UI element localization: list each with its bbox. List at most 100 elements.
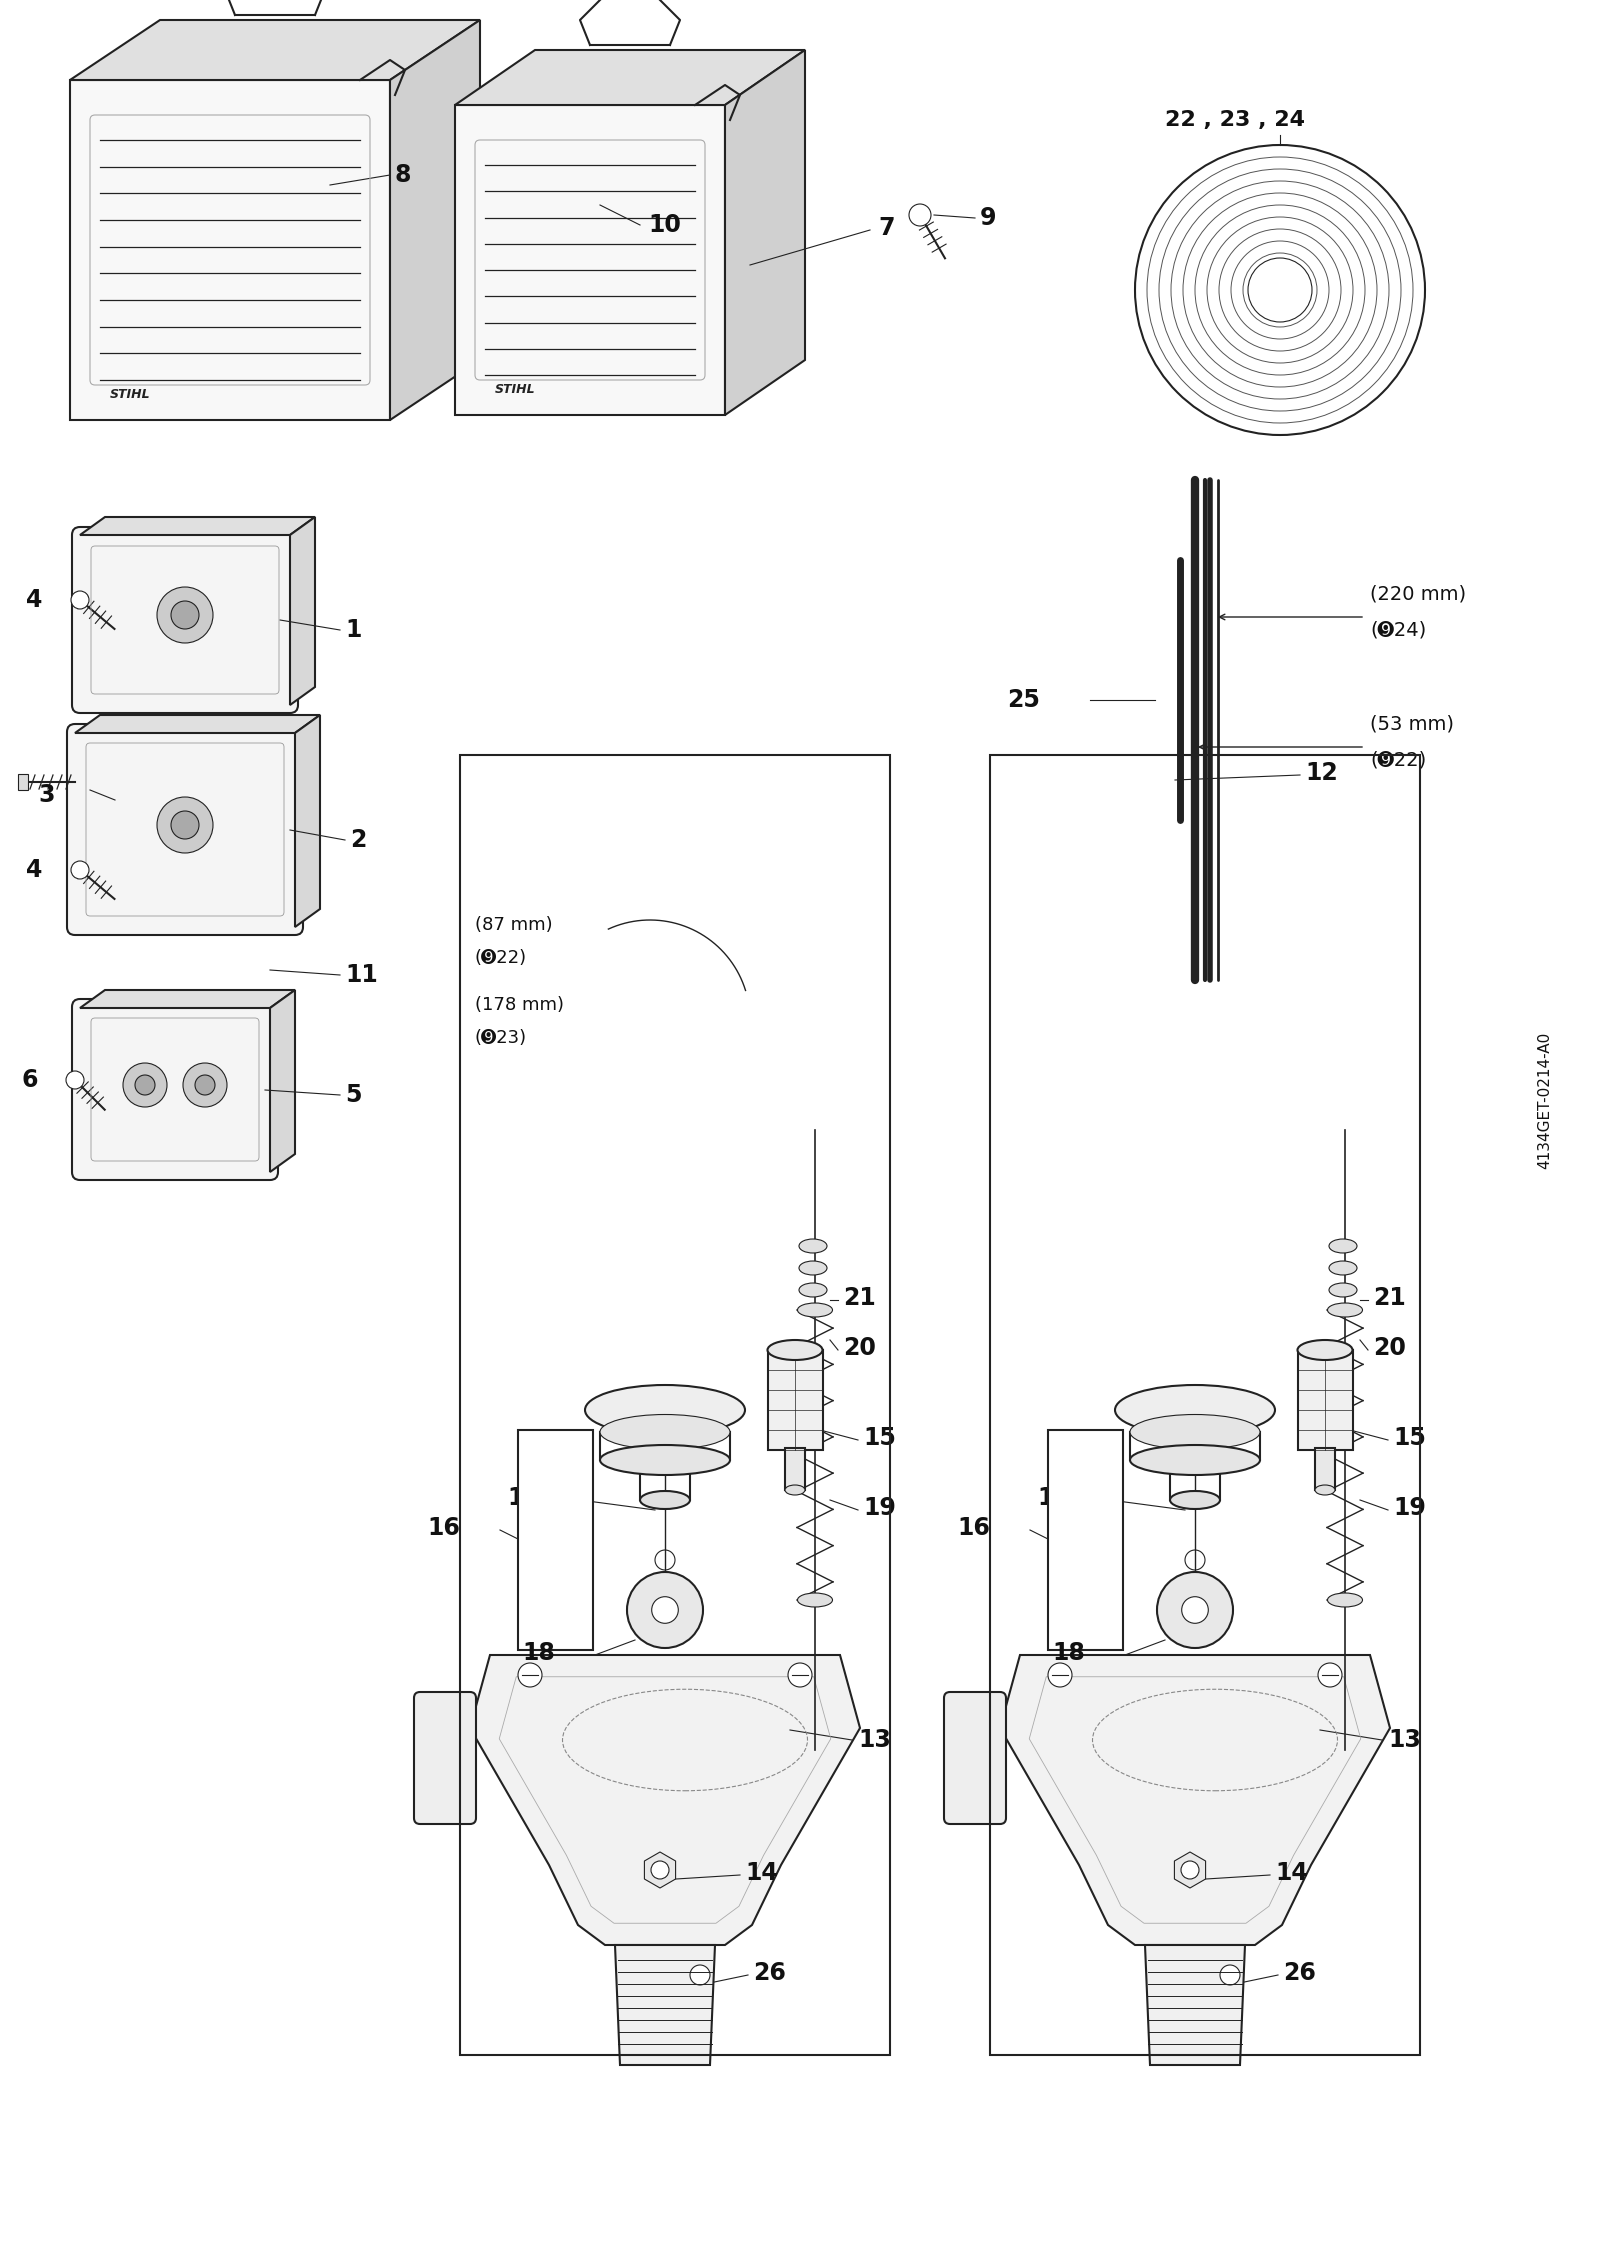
Circle shape xyxy=(157,796,213,853)
Text: 8: 8 xyxy=(395,163,411,188)
Polygon shape xyxy=(294,715,320,927)
Circle shape xyxy=(627,1572,702,1649)
Text: STIHL: STIHL xyxy=(110,389,150,400)
Circle shape xyxy=(66,1070,83,1088)
Ellipse shape xyxy=(798,1240,827,1253)
Circle shape xyxy=(1134,145,1426,434)
Ellipse shape xyxy=(586,1384,746,1434)
Polygon shape xyxy=(1146,1945,1245,2065)
Circle shape xyxy=(182,1063,227,1106)
Polygon shape xyxy=(1174,1853,1205,1889)
Polygon shape xyxy=(18,774,29,789)
Circle shape xyxy=(123,1063,166,1106)
Ellipse shape xyxy=(786,1484,805,1495)
Text: 18: 18 xyxy=(522,1640,555,1665)
Circle shape xyxy=(518,1663,542,1687)
Ellipse shape xyxy=(1170,1491,1221,1509)
Circle shape xyxy=(1157,1572,1234,1649)
Circle shape xyxy=(1181,1862,1198,1880)
Circle shape xyxy=(651,1597,678,1624)
FancyBboxPatch shape xyxy=(944,1692,1006,1823)
Polygon shape xyxy=(454,50,805,104)
Text: 2: 2 xyxy=(350,828,366,853)
Text: 13: 13 xyxy=(1389,1728,1421,1753)
Ellipse shape xyxy=(600,1414,730,1450)
Circle shape xyxy=(690,1966,710,1986)
Polygon shape xyxy=(270,991,294,1172)
Text: 17: 17 xyxy=(1037,1486,1070,1511)
Ellipse shape xyxy=(1298,1339,1352,1359)
Text: 4: 4 xyxy=(26,857,42,882)
Polygon shape xyxy=(645,1853,675,1889)
Text: 5: 5 xyxy=(346,1083,362,1106)
Circle shape xyxy=(157,588,213,642)
Text: 19: 19 xyxy=(862,1495,896,1520)
Circle shape xyxy=(134,1074,155,1095)
Ellipse shape xyxy=(1328,1303,1363,1316)
Text: 7: 7 xyxy=(878,215,894,240)
Text: 17: 17 xyxy=(507,1486,541,1511)
Text: 26: 26 xyxy=(1283,1961,1315,1986)
Ellipse shape xyxy=(798,1283,827,1296)
Text: 19: 19 xyxy=(1394,1495,1426,1520)
Text: 20: 20 xyxy=(843,1337,875,1359)
Text: 21: 21 xyxy=(843,1287,875,1310)
Circle shape xyxy=(1048,1663,1072,1687)
Bar xyxy=(990,756,1421,2054)
Text: (178 mm): (178 mm) xyxy=(475,995,563,1013)
Circle shape xyxy=(909,204,931,226)
Text: 16: 16 xyxy=(427,1516,461,1540)
Text: (53 mm): (53 mm) xyxy=(1370,715,1454,733)
Text: (➒24): (➒24) xyxy=(1370,620,1426,638)
Ellipse shape xyxy=(1315,1484,1334,1495)
Text: 9: 9 xyxy=(979,206,997,231)
Text: 4134GET-0214-A0: 4134GET-0214-A0 xyxy=(1538,1031,1552,1169)
Text: 4: 4 xyxy=(26,588,42,613)
Circle shape xyxy=(1248,258,1312,321)
Text: 14: 14 xyxy=(746,1862,778,1884)
Text: (➒23): (➒23) xyxy=(475,1029,526,1047)
Circle shape xyxy=(171,602,198,629)
Text: 21: 21 xyxy=(1373,1287,1406,1310)
Text: 15: 15 xyxy=(1394,1425,1426,1450)
Circle shape xyxy=(70,862,90,880)
Text: STIHL: STIHL xyxy=(494,382,536,396)
Circle shape xyxy=(787,1663,813,1687)
Polygon shape xyxy=(470,1656,861,1945)
Circle shape xyxy=(171,812,198,839)
Polygon shape xyxy=(80,518,315,536)
Text: 22 , 23 , 24: 22 , 23 , 24 xyxy=(1165,111,1306,129)
Text: (➒22): (➒22) xyxy=(475,950,526,966)
Text: 11: 11 xyxy=(346,964,378,986)
Bar xyxy=(1315,1448,1334,1491)
Ellipse shape xyxy=(1330,1260,1357,1276)
Text: (➒22): (➒22) xyxy=(1370,751,1426,769)
Bar xyxy=(1298,1350,1354,1450)
Ellipse shape xyxy=(1130,1445,1261,1475)
Text: 6: 6 xyxy=(21,1068,38,1093)
Bar xyxy=(768,1350,822,1450)
Text: 20: 20 xyxy=(1373,1337,1406,1359)
Polygon shape xyxy=(1000,1656,1390,1945)
Polygon shape xyxy=(725,50,805,414)
Text: 16: 16 xyxy=(957,1516,990,1540)
FancyBboxPatch shape xyxy=(72,1000,278,1181)
Ellipse shape xyxy=(600,1445,730,1475)
Polygon shape xyxy=(390,20,480,421)
Ellipse shape xyxy=(1130,1414,1261,1450)
Ellipse shape xyxy=(1330,1240,1357,1253)
Circle shape xyxy=(195,1074,214,1095)
Circle shape xyxy=(651,1862,669,1880)
Bar xyxy=(518,1430,594,1649)
Bar xyxy=(786,1448,805,1491)
FancyBboxPatch shape xyxy=(72,527,298,713)
Polygon shape xyxy=(290,518,315,706)
Ellipse shape xyxy=(1330,1283,1357,1296)
Text: 3: 3 xyxy=(38,783,54,808)
Bar xyxy=(1048,1430,1123,1649)
Polygon shape xyxy=(75,715,320,733)
Bar xyxy=(461,756,890,2054)
FancyBboxPatch shape xyxy=(67,724,302,934)
Circle shape xyxy=(1318,1663,1342,1687)
Ellipse shape xyxy=(1328,1592,1363,1606)
